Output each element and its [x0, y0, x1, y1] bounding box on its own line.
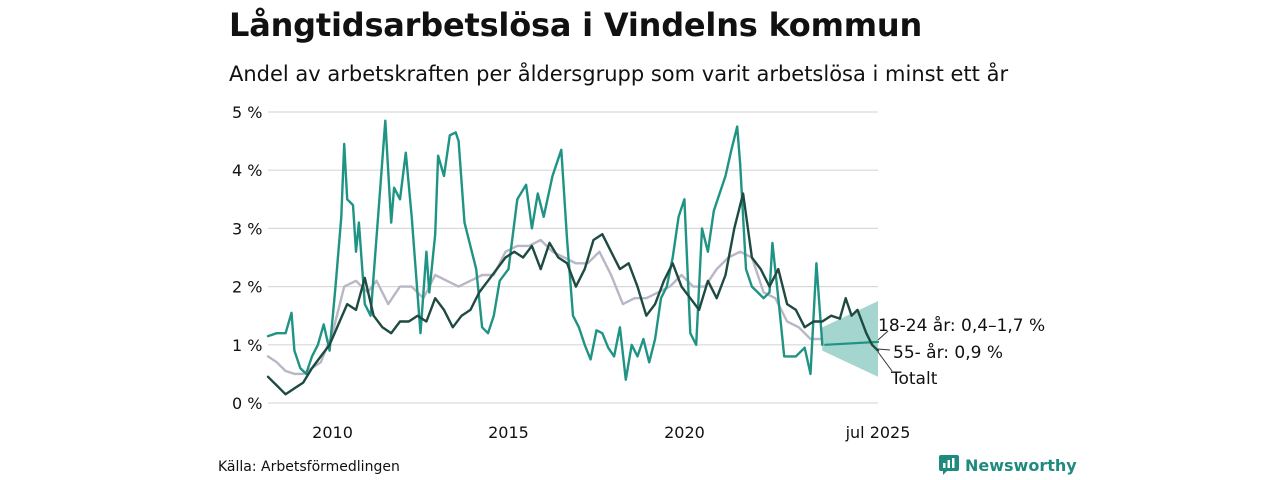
x-tick-label: 2015	[488, 423, 529, 442]
x-tick-label: 2010	[312, 423, 353, 442]
source-note: Källa: Arbetsförmedlingen	[218, 459, 400, 475]
y-axis-labels: 0 % 1 % 2 % 3 % 4 % 5 %	[232, 103, 262, 413]
chart-title: Långtidsarbetslösa i Vindelns kommun	[229, 6, 923, 44]
chart-subtitle: Andel av arbetskraften per åldersgrupp s…	[229, 62, 1009, 86]
x-tick-label: jul 2025	[845, 423, 911, 442]
y-tick-label: 0 %	[232, 394, 262, 413]
y-tick-label: 3 %	[232, 219, 262, 238]
x-tick-label: 2020	[664, 423, 705, 442]
end-annotations: 18-24 år: 0,4–1,7 % 55- år: 0,9 % Totalt	[877, 315, 1045, 389]
brand-label: Newsworthy	[965, 455, 1077, 475]
forecast-band	[822, 301, 878, 377]
annotation-leader-young	[877, 330, 889, 341]
annotation-total: Totalt	[890, 369, 938, 389]
newsworthy-brand[interactable]: Newsworthy	[939, 455, 1077, 475]
series-lines	[266, 119, 880, 396]
y-tick-label: 4 %	[232, 161, 262, 180]
newsworthy-logo-icon	[939, 455, 959, 475]
series-line-young	[266, 119, 824, 381]
forecast-band-area	[822, 301, 878, 377]
annotation-old: 55- år: 0,9 %	[893, 342, 1003, 363]
annotation-young: 18-24 år: 0,4–1,7 %	[878, 315, 1045, 336]
y-tick-label: 5 %	[232, 103, 262, 122]
series-line-old	[266, 238, 824, 376]
annotation-leader-total	[877, 351, 893, 372]
y-tick-label: 1 %	[232, 336, 262, 355]
annotation-leader-old	[877, 348, 891, 351]
series-line-young-forecast	[824, 340, 880, 346]
y-tick-label: 2 %	[232, 278, 262, 297]
grid-lines	[268, 111, 878, 404]
series-line-total	[266, 192, 880, 396]
x-axis-labels: 2010 2015 2020 jul 2025	[312, 423, 910, 442]
